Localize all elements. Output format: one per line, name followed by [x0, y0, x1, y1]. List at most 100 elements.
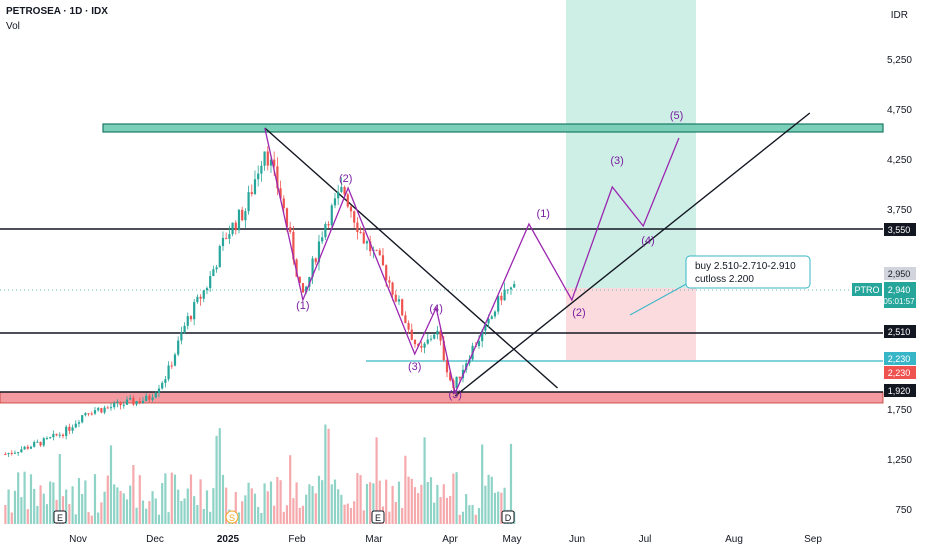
volume-bar: [183, 498, 186, 524]
volume-bar: [141, 500, 145, 524]
candle-body: [317, 241, 321, 263]
candle-body: [138, 401, 141, 404]
volume-bar: [186, 488, 189, 524]
candle-body: [7, 452, 10, 455]
downtrend-line: [264, 127, 559, 389]
candle-body: [388, 280, 391, 283]
volume-bar: [375, 437, 378, 524]
candle-body: [436, 330, 439, 335]
volume-bar: [52, 482, 55, 524]
candle-body: [157, 388, 161, 393]
volume-bar: [4, 505, 7, 524]
volume-bar: [161, 483, 164, 524]
volume-bar: [29, 474, 33, 524]
volume-label: Vol: [6, 21, 20, 32]
candle-body: [410, 329, 413, 340]
candle-body: [183, 325, 186, 333]
price-label: 2,230: [888, 368, 911, 378]
candle-body: [241, 209, 244, 221]
y-tick-label: 4,750: [887, 105, 912, 116]
candle-body: [145, 395, 148, 401]
candle-body: [42, 438, 45, 446]
candle-body: [263, 151, 266, 166]
candle-body: [420, 345, 423, 348]
candle-body: [161, 382, 164, 389]
volume-bar: [455, 472, 458, 524]
event-marker-label: D: [505, 513, 512, 523]
volume-bar: [173, 474, 177, 524]
candle-body: [10, 452, 13, 454]
candle-body: [439, 330, 442, 341]
volume-bar: [445, 497, 449, 524]
candle-body: [151, 397, 154, 400]
candle-body: [487, 318, 490, 324]
volume-bar: [26, 509, 29, 524]
volume-bar: [285, 505, 289, 524]
volume-bar: [305, 494, 308, 524]
candle-body: [148, 395, 151, 400]
volume-bar: [119, 491, 122, 524]
candle-body: [490, 316, 493, 319]
candle-body: [4, 454, 7, 455]
candle-body: [97, 408, 100, 411]
volume-bar: [394, 502, 397, 524]
volume-bar: [33, 488, 36, 524]
candle-body: [340, 186, 343, 193]
volume-bar: [205, 490, 209, 524]
currency-label: IDR: [890, 10, 908, 21]
price-label-bg: [884, 223, 916, 236]
candle-body: [385, 265, 388, 281]
candle-body: [330, 205, 333, 226]
price-label-bg: [884, 384, 916, 397]
volume-bar: [132, 465, 135, 524]
candle-body: [273, 159, 276, 167]
volume-bar: [221, 474, 225, 524]
volume-bar: [269, 481, 273, 524]
volume-bar: [465, 494, 468, 524]
target-zone: [566, 0, 696, 288]
volume-bar: [151, 491, 154, 524]
volume-bar: [385, 479, 388, 524]
volume-bar: [93, 474, 97, 524]
x-tick-label: Jul: [639, 534, 652, 545]
candle-body: [129, 397, 132, 400]
volume-bar: [503, 487, 506, 524]
candle-body: [26, 446, 29, 449]
volume-bar: [10, 512, 13, 524]
wave-label: (1): [296, 300, 309, 312]
candle-body: [449, 372, 452, 381]
candle-body: [189, 316, 193, 320]
candle-body: [279, 188, 282, 199]
candle-body: [23, 446, 26, 450]
candle-body: [253, 179, 257, 194]
volume-bar: [333, 479, 337, 524]
volume-bar: [247, 482, 250, 524]
trade-annotation[interactable]: buy 2.510-2.710-2.910 cutloss 2.200: [629, 255, 811, 316]
candle-body: [45, 437, 49, 439]
volume-bar: [17, 472, 20, 524]
candle-body: [52, 433, 55, 438]
volume-bar: [148, 501, 151, 524]
price-label: 2,510: [888, 327, 911, 337]
volume-bar: [311, 486, 314, 524]
candle-body: [228, 234, 231, 239]
candle-body: [186, 316, 189, 326]
volume-bar: [65, 489, 68, 524]
candle-body: [225, 237, 228, 239]
x-tick-label: Sep: [804, 534, 822, 545]
candle-body: [378, 250, 381, 256]
volume-bar: [433, 502, 436, 524]
candle-body: [215, 267, 218, 270]
volume-bar: [250, 488, 253, 524]
candle-body: [401, 299, 404, 316]
candle-body: [237, 209, 241, 231]
volume-bar: [349, 508, 353, 524]
volume-bar: [337, 489, 340, 524]
volume-bar: [39, 485, 42, 524]
volume-bar: [461, 511, 465, 524]
event-marker: [371, 510, 385, 524]
volume-bar: [71, 486, 74, 524]
candle-body: [298, 276, 301, 284]
